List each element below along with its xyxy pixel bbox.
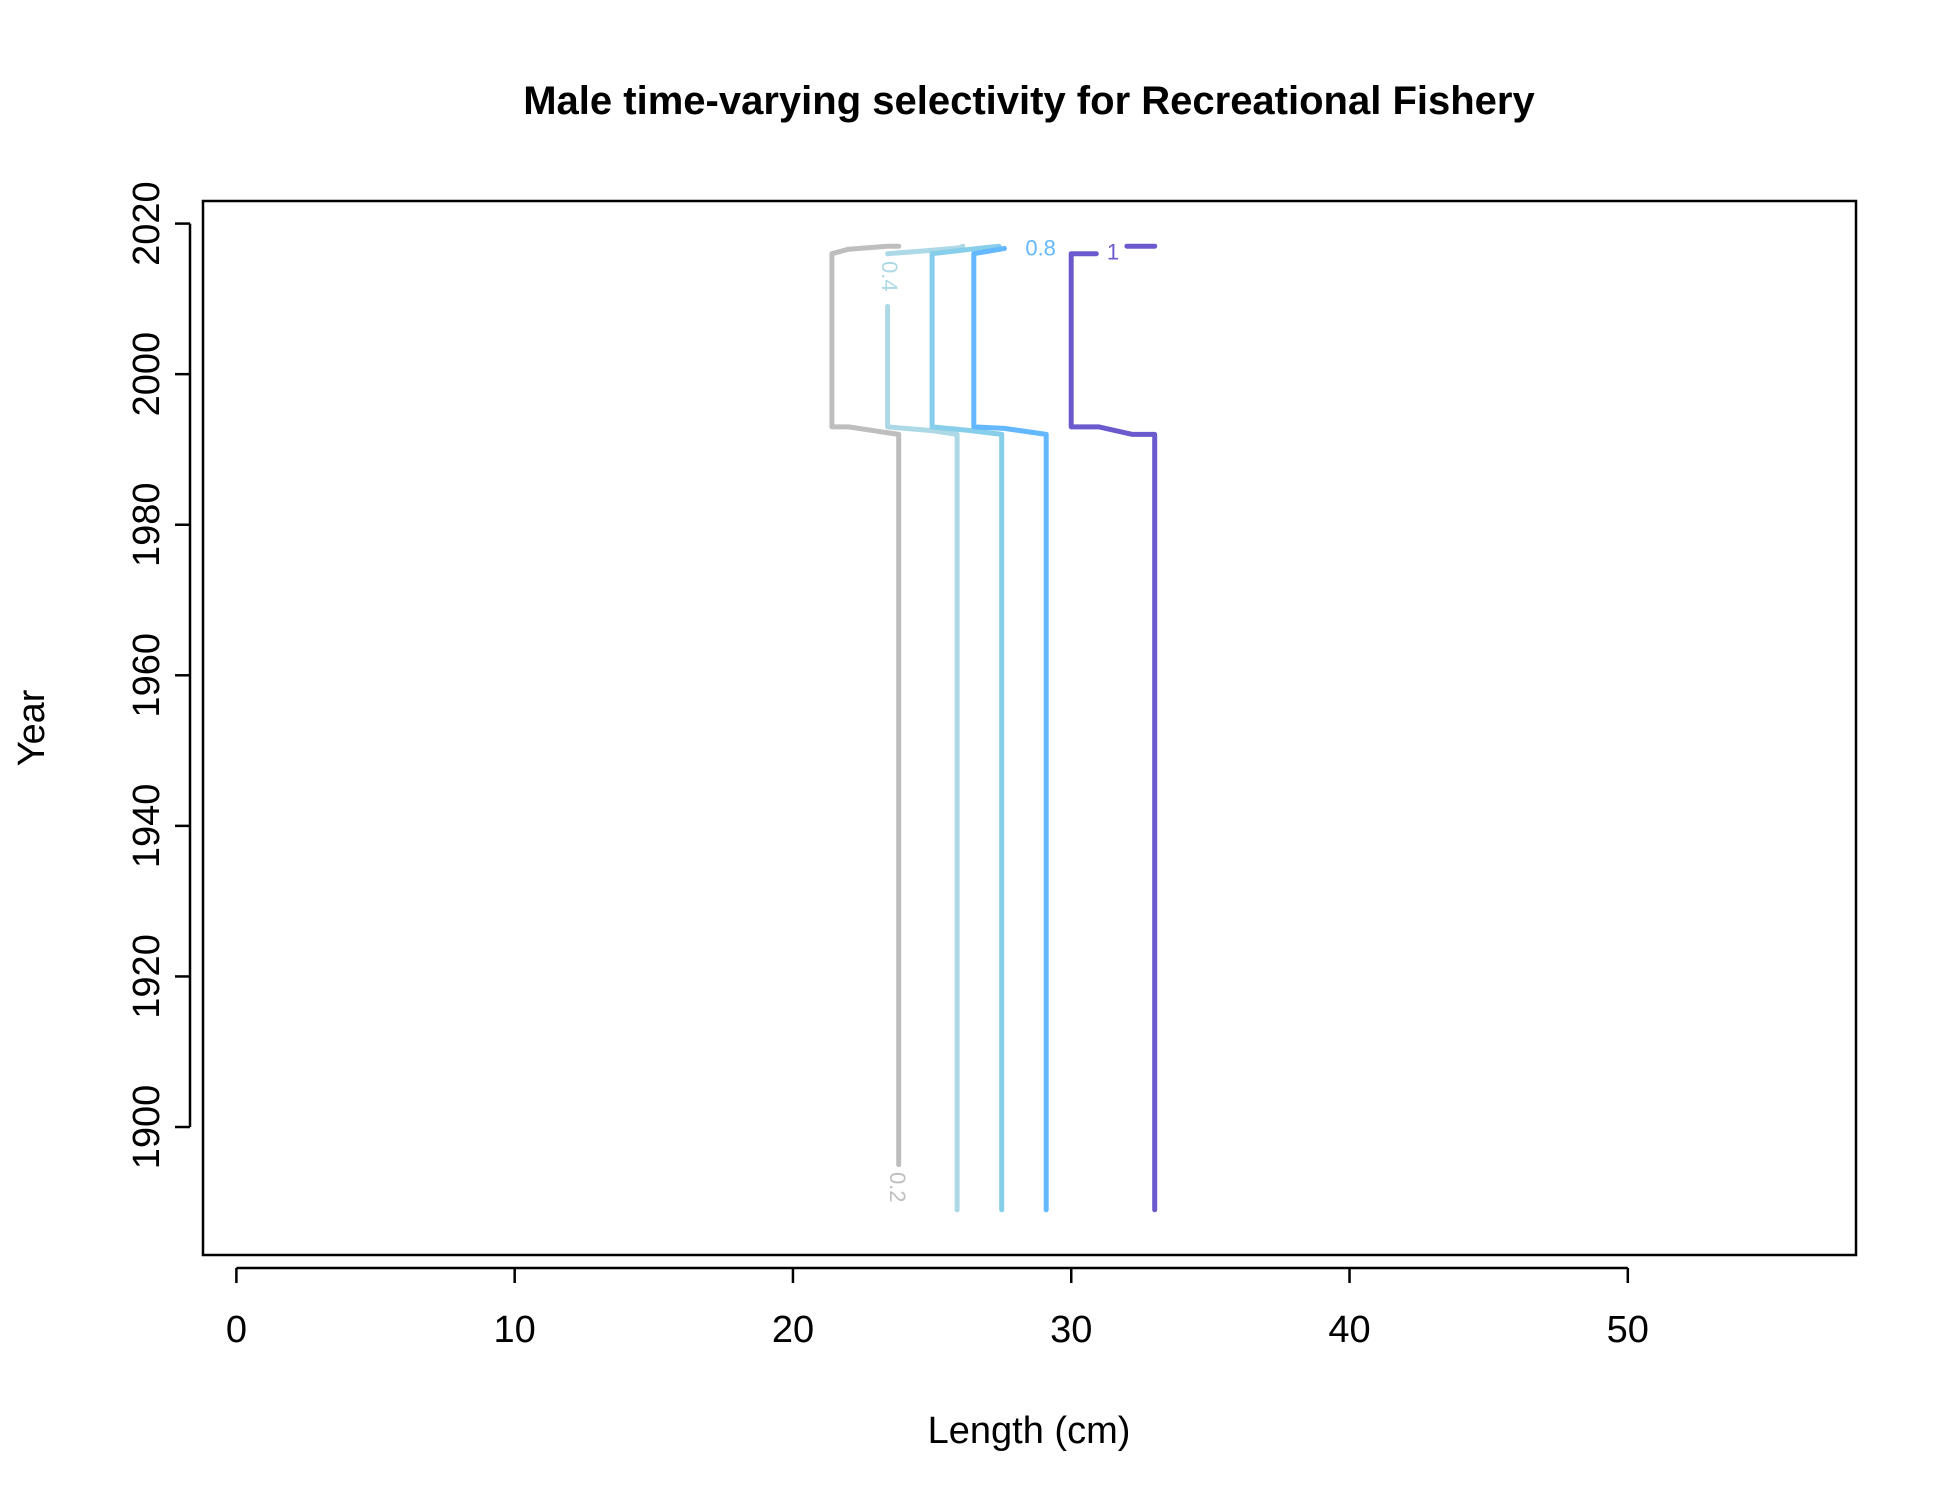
contour-line-1 bbox=[1068, 251, 1158, 1213]
contour-line-0-8 bbox=[971, 245, 1049, 1213]
contour-line-0-4 bbox=[885, 303, 960, 1213]
contour-lines bbox=[829, 243, 1158, 1213]
y-tick-label: 1920 bbox=[126, 934, 168, 1019]
contour-label-0-8: 0.8 bbox=[1025, 236, 1056, 261]
x-tick-label: 30 bbox=[1050, 1309, 1092, 1351]
contour-line-0-4 bbox=[885, 243, 966, 257]
chart-title: Male time-varying selectivity for Recrea… bbox=[523, 79, 1535, 123]
y-tick-label: 1960 bbox=[126, 633, 168, 718]
x-axis: 0 10 20 30 40 50 bbox=[226, 1266, 1649, 1351]
contour-label-0-2: 0.2 bbox=[885, 1172, 910, 1203]
x-tick-label: 20 bbox=[772, 1309, 814, 1351]
x-tick-label: 10 bbox=[494, 1309, 536, 1351]
y-tick-label: 2020 bbox=[126, 181, 168, 266]
plot-area-frame bbox=[201, 199, 1858, 1257]
y-axis: 1900 1920 1940 1960 1980 2000 2020 bbox=[126, 181, 192, 1170]
contour-label-0-4: 0.4 bbox=[877, 261, 902, 292]
y-tick-label: 1940 bbox=[126, 784, 168, 869]
contour-line-0-2 bbox=[829, 243, 902, 1168]
y-axis-label: Year bbox=[11, 689, 53, 766]
y-tick-label: 1900 bbox=[126, 1085, 168, 1170]
x-tick-label: 0 bbox=[226, 1309, 247, 1351]
contour-line-0-6 bbox=[929, 243, 1005, 1213]
contour-labels: 0.2 0.4 0.8 1 bbox=[877, 236, 1119, 1203]
y-tick-label: 2000 bbox=[126, 332, 168, 417]
x-tick-label: 40 bbox=[1328, 1309, 1370, 1351]
x-tick-label: 50 bbox=[1607, 1309, 1649, 1351]
y-tick-label: 1980 bbox=[126, 482, 168, 567]
contour-label-1: 1 bbox=[1107, 240, 1119, 265]
x-axis-label: Length (cm) bbox=[928, 1410, 1131, 1452]
